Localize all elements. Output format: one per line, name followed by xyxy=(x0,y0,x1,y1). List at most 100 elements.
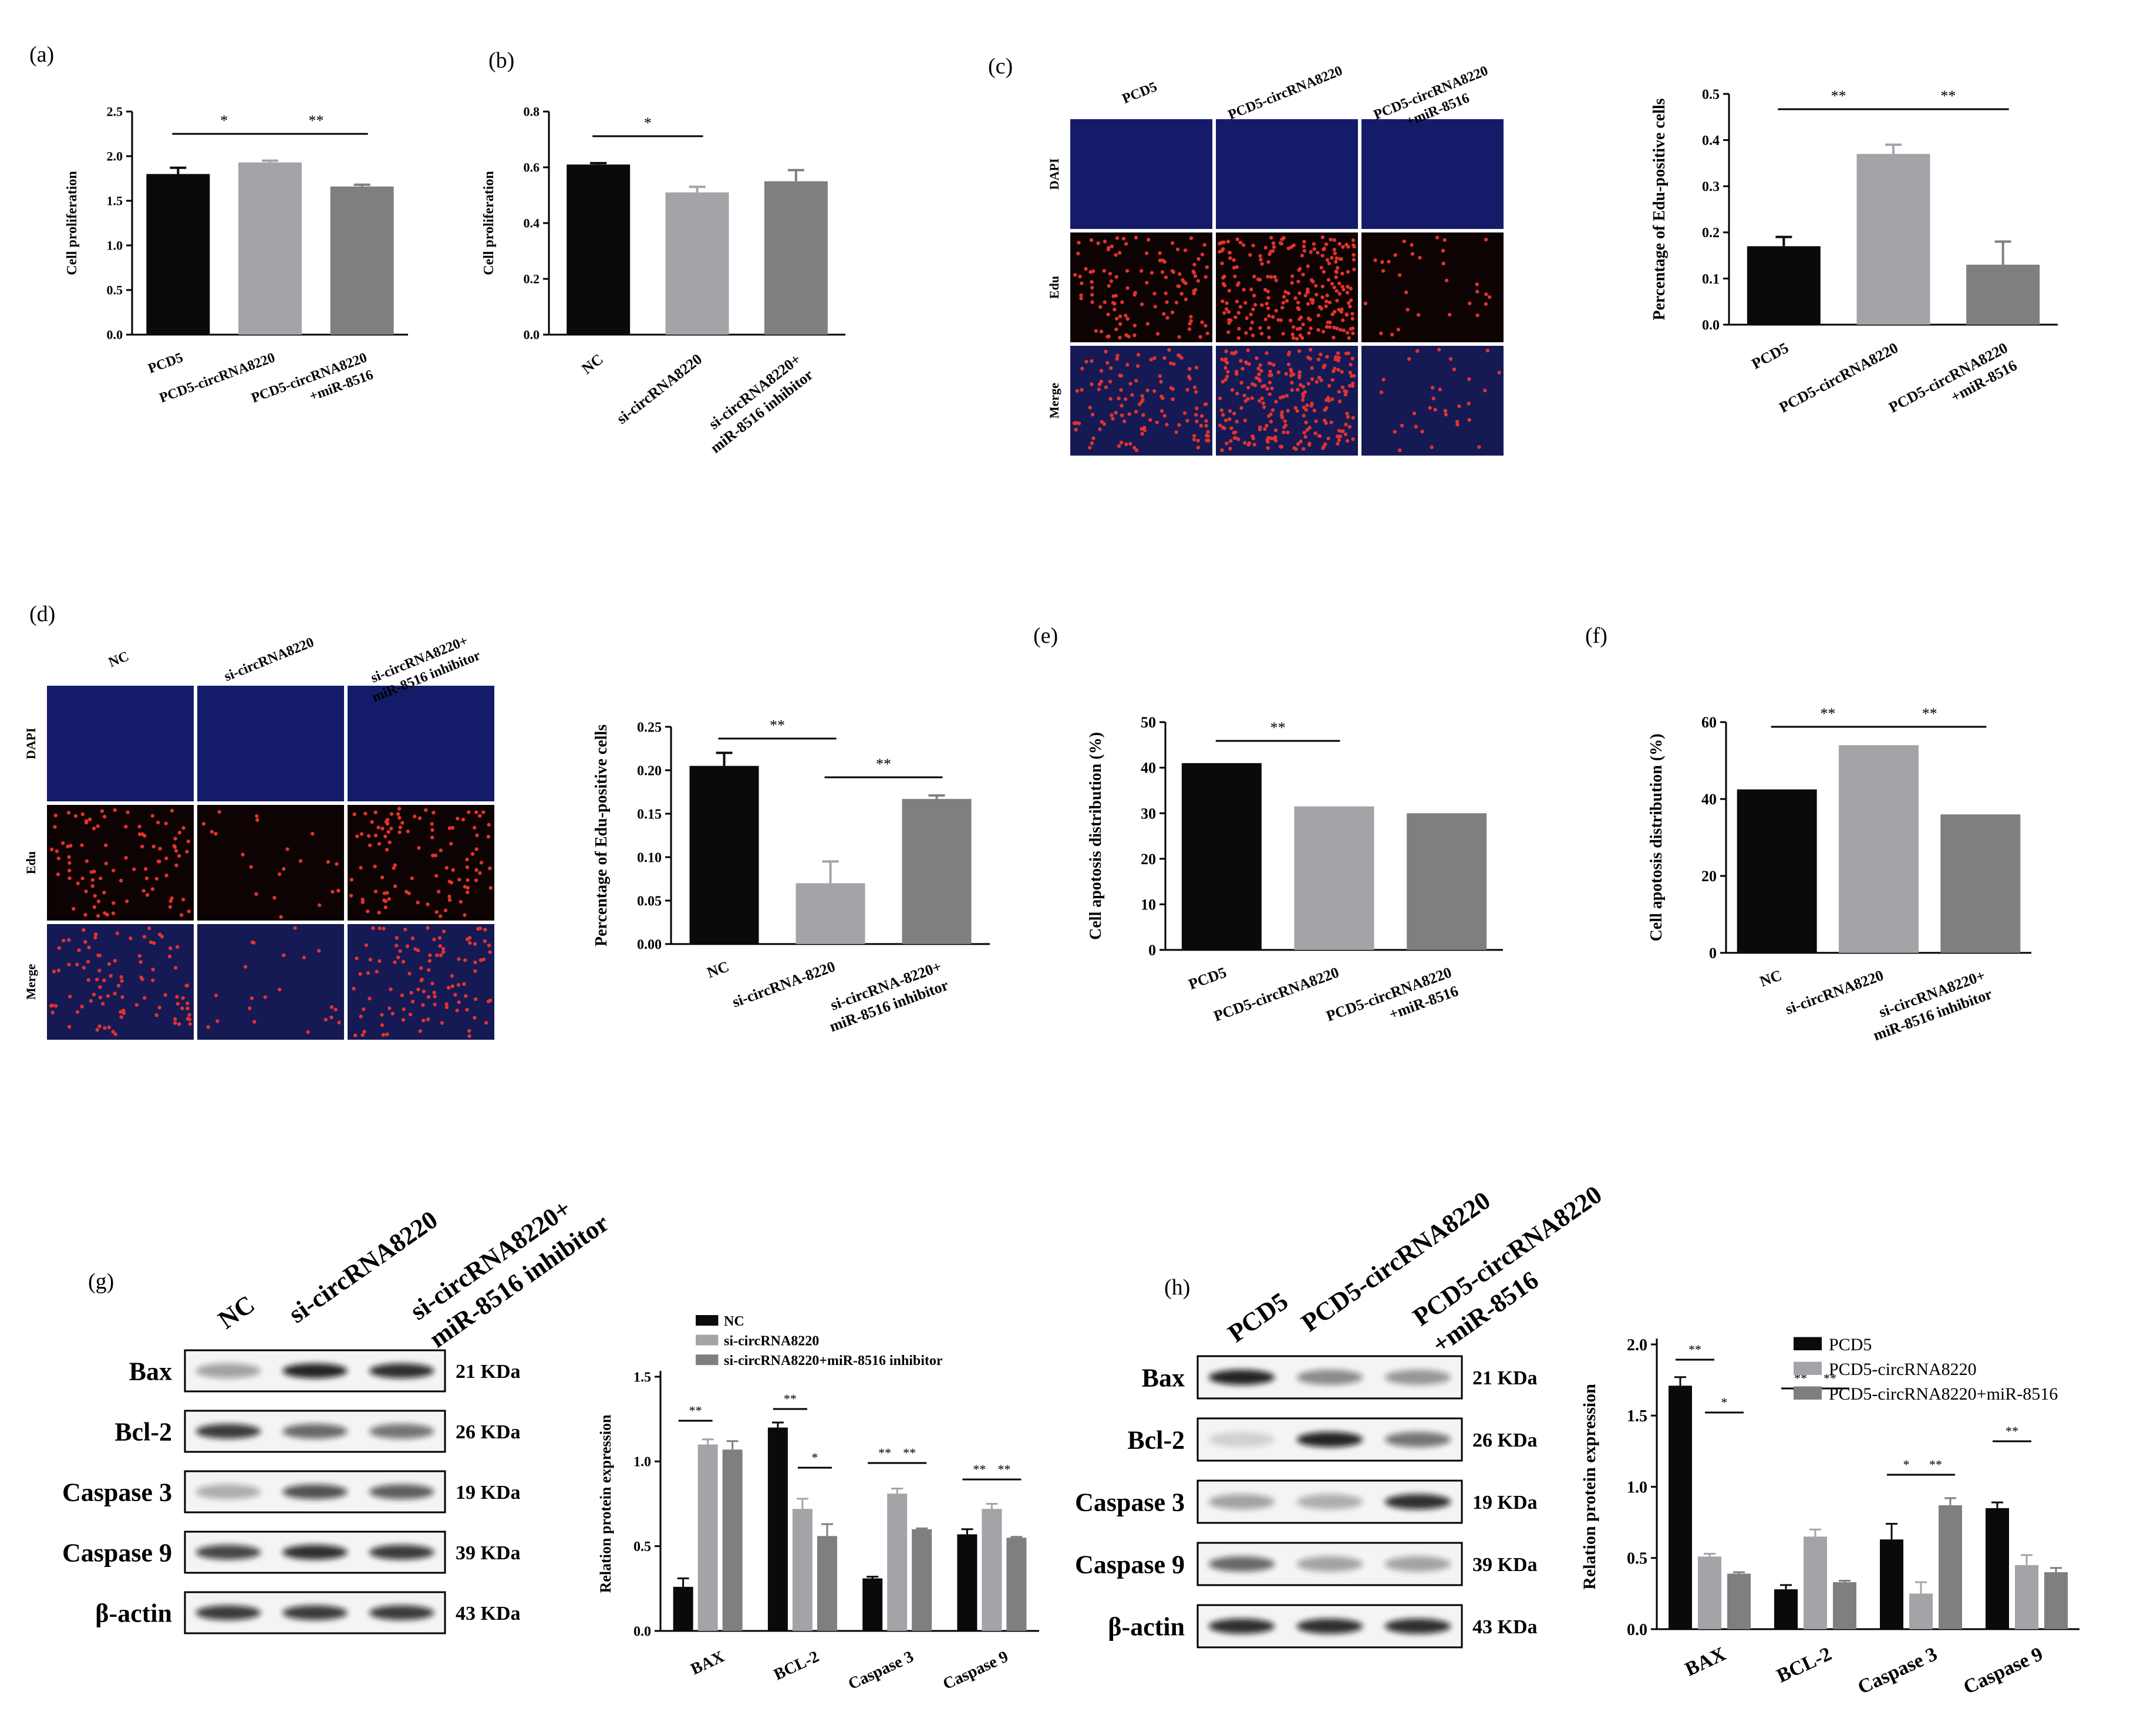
edu-cell xyxy=(1487,295,1492,299)
edu-cell xyxy=(119,878,123,883)
edu-cell xyxy=(1467,377,1471,382)
bar-1-1 xyxy=(1804,1536,1827,1629)
edu-cell xyxy=(68,861,72,865)
edu-cell xyxy=(61,841,65,845)
edu-cell xyxy=(424,808,428,812)
edu-cell xyxy=(457,957,461,961)
edu-cell xyxy=(1245,316,1249,321)
edu-cell xyxy=(1152,389,1157,393)
column-label-0: NC xyxy=(106,649,131,670)
row-label-0: DAPI xyxy=(23,728,38,760)
edu-cell xyxy=(1224,307,1229,311)
edu-cell xyxy=(467,810,471,814)
edu-cell xyxy=(1291,336,1296,340)
panel-label-4: (e) xyxy=(1033,623,1058,648)
edu-cell xyxy=(164,873,168,878)
edu-cell xyxy=(186,1006,190,1010)
edu-cell xyxy=(1271,315,1275,319)
edu-cell xyxy=(143,867,148,871)
edu-cell xyxy=(447,826,452,830)
edu-cell xyxy=(1290,332,1295,336)
blot-column-label-2: PCD5-circRNA8220+miR-8516 xyxy=(1408,1180,1627,1359)
edu-cell xyxy=(149,940,153,945)
edu-cell xyxy=(1343,392,1348,397)
edu-cell xyxy=(1332,238,1337,242)
category-label-2: Caspase 3 xyxy=(1855,1643,1941,1699)
protein-label-1: Bcl-2 xyxy=(1127,1425,1185,1454)
edu-cell xyxy=(447,898,452,902)
edu-cell xyxy=(92,905,97,909)
edu-cell xyxy=(1220,448,1224,452)
edu-cell xyxy=(1145,281,1149,285)
edu-cell xyxy=(1099,329,1104,333)
edu-cell xyxy=(1220,357,1224,362)
edu-cell xyxy=(1162,259,1167,264)
blot-band xyxy=(282,1484,348,1499)
bar-1 xyxy=(238,162,302,335)
edu-cell xyxy=(1088,446,1092,450)
edu-cell xyxy=(1265,301,1269,306)
edu-cell xyxy=(1332,247,1337,252)
category-label-1: si-circRNA8220 xyxy=(1783,966,1886,1017)
edu-cell xyxy=(375,969,379,974)
edu-cell xyxy=(1238,305,1243,309)
edu-cell xyxy=(387,1006,392,1010)
edu-cell xyxy=(349,894,353,898)
edu-cell xyxy=(1285,299,1289,303)
edu-cell xyxy=(90,884,95,888)
edu-cell xyxy=(89,999,93,1003)
edu-cell xyxy=(1410,252,1415,256)
edu-cell xyxy=(1261,401,1265,405)
edu-cell xyxy=(438,944,442,948)
edu-cell xyxy=(1320,295,1324,299)
edu-cell xyxy=(1115,236,1120,240)
edu-cell xyxy=(1161,396,1165,400)
edu-cell xyxy=(1162,356,1167,360)
kda-label-0: 21 KDa xyxy=(1472,1367,1538,1389)
edu-cell xyxy=(392,866,396,870)
edu-cell xyxy=(1266,440,1270,444)
edu-cell xyxy=(478,926,482,931)
edu-cell xyxy=(1198,335,1202,339)
edu-cell xyxy=(1347,336,1351,340)
edu-cell xyxy=(176,1002,180,1006)
edu-cell xyxy=(1330,282,1334,286)
edu-cell xyxy=(1296,441,1300,446)
edu-cell xyxy=(75,1010,80,1014)
edu-cell xyxy=(142,935,147,939)
edu-cell xyxy=(457,878,461,882)
edu-cell xyxy=(67,868,72,873)
edu-cell xyxy=(1337,438,1342,442)
edu-cell xyxy=(279,915,283,919)
panel-label-3: (d) xyxy=(29,602,55,626)
y-tick-label: 0.2 xyxy=(524,272,540,286)
y-tick-label: 0.0 xyxy=(107,328,123,342)
edu-cell xyxy=(1269,235,1273,240)
edu-cell xyxy=(1226,370,1230,374)
edu-cell xyxy=(444,1005,449,1009)
edu-cell xyxy=(1235,265,1239,269)
edu-cell xyxy=(416,901,420,905)
edu-cell xyxy=(1194,413,1198,417)
edu-cell xyxy=(465,857,469,862)
edu-cell xyxy=(1321,329,1326,334)
edu-cell xyxy=(1152,291,1157,296)
edu-cell xyxy=(1196,279,1201,283)
edu-cell xyxy=(1352,267,1356,272)
edu-cell xyxy=(1270,386,1274,390)
category-label-0: NC xyxy=(1758,966,1784,990)
edu-cell xyxy=(378,959,382,963)
edu-cell xyxy=(1252,443,1256,447)
edu-cell xyxy=(316,949,321,953)
bar-2 xyxy=(1407,813,1487,950)
edu-cell xyxy=(107,1025,111,1030)
edu-cell xyxy=(1280,305,1285,310)
edu-cell xyxy=(1351,238,1356,242)
edu-cell xyxy=(1266,274,1270,279)
edu-cell xyxy=(145,893,150,897)
edu-cell xyxy=(1304,407,1308,412)
significance-star: ** xyxy=(973,1462,986,1477)
edu-cell xyxy=(1249,287,1253,292)
edu-cell xyxy=(1243,301,1248,305)
edu-cell xyxy=(408,1012,413,1017)
